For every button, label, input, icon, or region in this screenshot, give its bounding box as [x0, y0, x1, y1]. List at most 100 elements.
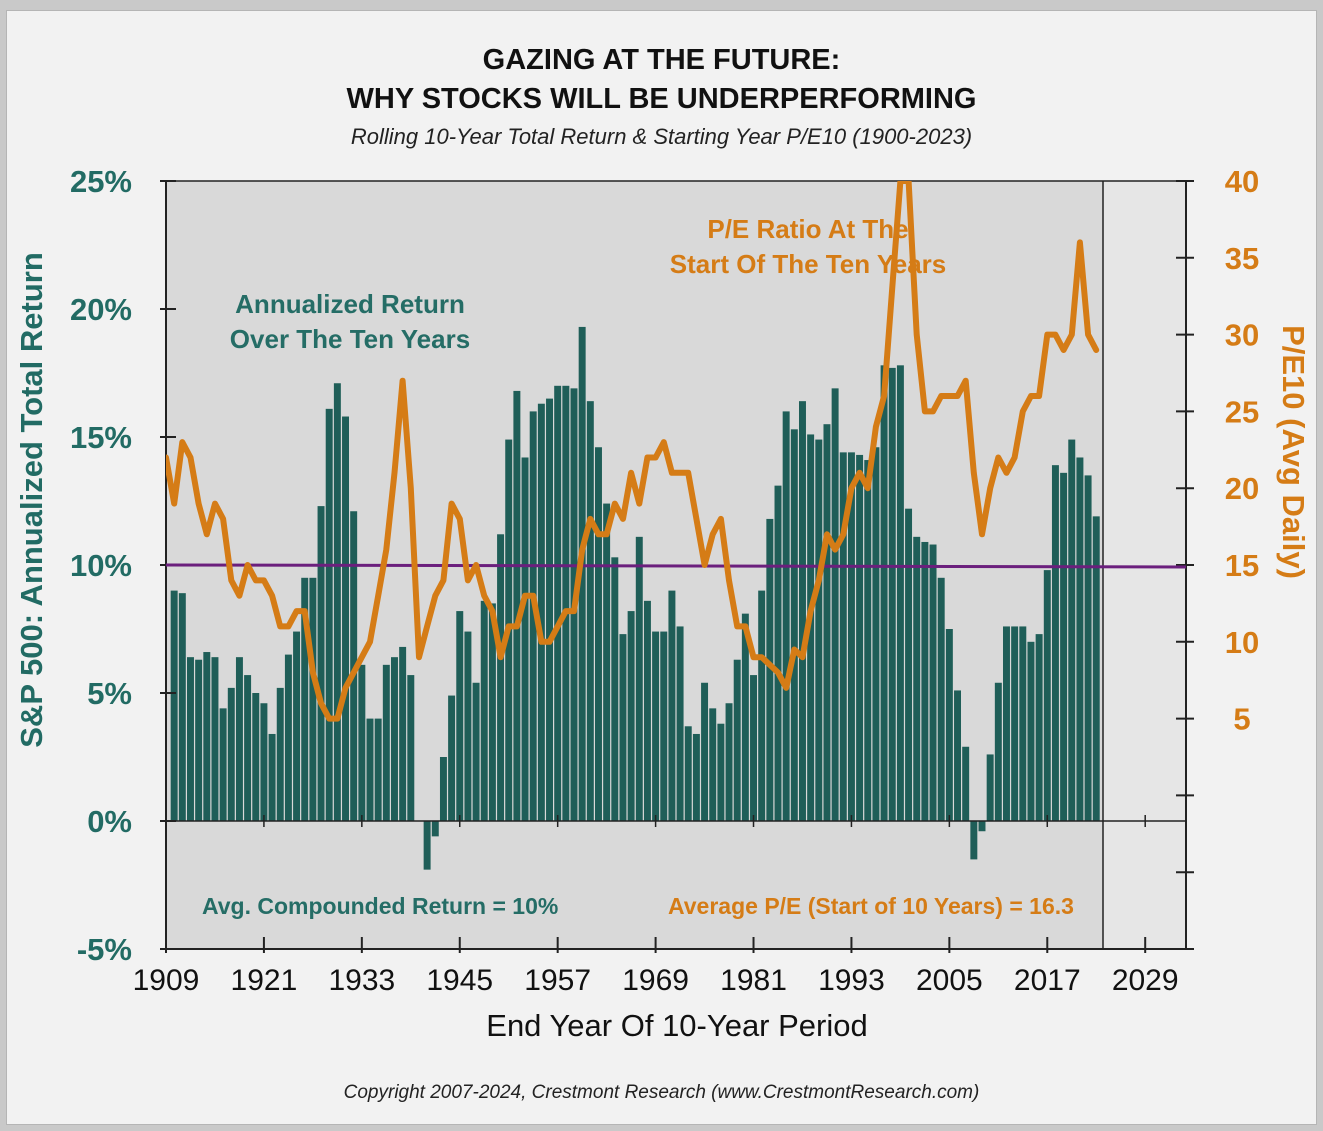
return-bar-2020	[1068, 439, 1076, 821]
return-bar-1928	[317, 506, 325, 821]
return-bar-1936	[382, 664, 390, 821]
return-bar-1973	[684, 726, 692, 821]
y-left-tick-label: 5%	[87, 676, 132, 711]
y-left-tick-label: 15%	[70, 420, 132, 455]
chart-title-line2: WHY STOCKS WILL BE UNDERPERFORMING	[346, 83, 977, 115]
return-bar-1931	[342, 416, 349, 821]
return-bar-1933	[358, 664, 366, 821]
return-bar-2009	[978, 821, 986, 832]
return-bar-2012	[1003, 626, 1010, 821]
x-tick-label: 1981	[720, 964, 787, 997]
return-bar-1982	[758, 590, 766, 821]
return-bar-1963	[603, 503, 611, 821]
return-bar-1943	[439, 757, 447, 821]
pe-annotation-line2: Start Of The Ten Years	[670, 249, 946, 279]
return-bar-1997	[880, 365, 888, 821]
return-bar-2022	[1084, 475, 1092, 821]
y-left-tick-label: 0%	[87, 804, 132, 839]
projection-area	[1103, 181, 1186, 949]
return-bar-2021	[1076, 457, 1084, 821]
y-right-tick-label: 30	[1225, 318, 1259, 353]
return-bar-1910	[170, 590, 178, 821]
return-bar-1984	[774, 485, 782, 821]
copyright-text: Copyright 2007-2024, Crestmont Research …	[343, 1082, 980, 1103]
return-bar-1976	[709, 708, 717, 821]
return-bar-2018	[1051, 465, 1059, 821]
y-right-tick-label: 10	[1225, 625, 1259, 660]
return-bar-2017	[1043, 570, 1051, 821]
return-bar-1961	[586, 401, 594, 821]
avg-return-annotation: Avg. Compounded Return = 10%	[202, 893, 558, 919]
tick-labels: 25% 20% 15% 10% 5% 0% -5% 40 35 30 25 20 15 10 5 1909 19…	[70, 164, 1259, 997]
return-bar-1996	[872, 447, 880, 821]
return-bar-1994	[856, 454, 864, 821]
return-bar-1947	[472, 682, 480, 821]
return-bar-1999	[896, 365, 904, 821]
y-left-tick-label: 25%	[70, 164, 132, 199]
return-bar-2014	[1019, 626, 1027, 821]
return-bar-1983	[766, 518, 774, 821]
return-bar-1958	[562, 385, 570, 821]
return-bar-1981	[750, 675, 757, 821]
y-right-tick-label: 25	[1225, 394, 1259, 429]
y-right-tick-label: 40	[1225, 164, 1259, 199]
avg-pe-annotation: Average P/E (Start of 10 Years) = 16.3	[668, 893, 1074, 919]
return-bar-1924	[284, 654, 292, 821]
return-bar-1966	[627, 611, 635, 821]
return-bar-1916	[219, 708, 227, 821]
average-return-line	[165, 563, 1187, 569]
return-bar-2008	[970, 821, 978, 860]
return-bar-1925	[293, 631, 301, 821]
return-bar-2016	[1035, 634, 1043, 821]
return-bar-1922	[268, 733, 276, 821]
y-right-tick-label: 5	[1233, 702, 1250, 737]
pe-and-average-lines	[165, 181, 1187, 722]
y-axis-right-label: P/E10 (Avg Daily)	[1276, 325, 1311, 579]
return-bar-1926	[301, 577, 309, 821]
return-bar-1941	[423, 821, 431, 870]
return-bar-1972	[676, 626, 684, 821]
return-bar-1970	[660, 631, 668, 821]
return-bar-1918	[235, 657, 243, 821]
return-bar-1944	[448, 695, 456, 821]
return-bar-1912	[187, 657, 194, 821]
return-bar-1993	[847, 452, 855, 821]
return-bar-1935	[374, 718, 382, 821]
return-bar-1930	[333, 383, 341, 821]
return-bar-1968	[643, 600, 651, 821]
x-tick-label: 1957	[524, 964, 591, 997]
return-bars	[170, 326, 1100, 870]
return-bar-1937	[391, 657, 398, 821]
return-bar-1949	[488, 603, 496, 821]
return-bar-1953	[521, 457, 529, 821]
return-bar-2010	[986, 754, 994, 821]
y-axis-left-label: S&P 500: Annualized Total Return	[14, 252, 49, 748]
x-tick-label: 2005	[916, 964, 983, 997]
return-bar-1919	[244, 675, 252, 821]
return-bar-1978	[725, 703, 733, 821]
return-bar-1939	[407, 675, 415, 821]
return-bar-2003	[929, 544, 937, 821]
return-bar-1971	[668, 590, 676, 821]
return-bar-1942	[431, 821, 439, 837]
return-bar-1979	[733, 659, 741, 821]
return-bar-1989	[815, 439, 823, 821]
return-bar-1917	[227, 687, 235, 821]
return-bar-1921	[260, 703, 268, 821]
return-bar-1986	[790, 429, 798, 821]
x-tick-label: 2017	[1014, 964, 1081, 997]
x-tick-label: 1933	[328, 964, 395, 997]
return-bar-2015	[1027, 641, 1035, 821]
return-bar-1985	[782, 411, 790, 821]
return-bar-2023	[1092, 516, 1100, 821]
return-bar-1954	[529, 411, 537, 821]
return-bar-2001	[913, 536, 921, 821]
return-bar-1946	[464, 631, 472, 821]
x-tick-label: 1969	[622, 964, 689, 997]
return-bar-1915	[211, 657, 219, 821]
return-bar-1913	[195, 659, 203, 821]
return-bar-2007	[962, 746, 970, 821]
return-bar-1977	[717, 723, 725, 821]
return-bar-1991	[831, 388, 839, 821]
